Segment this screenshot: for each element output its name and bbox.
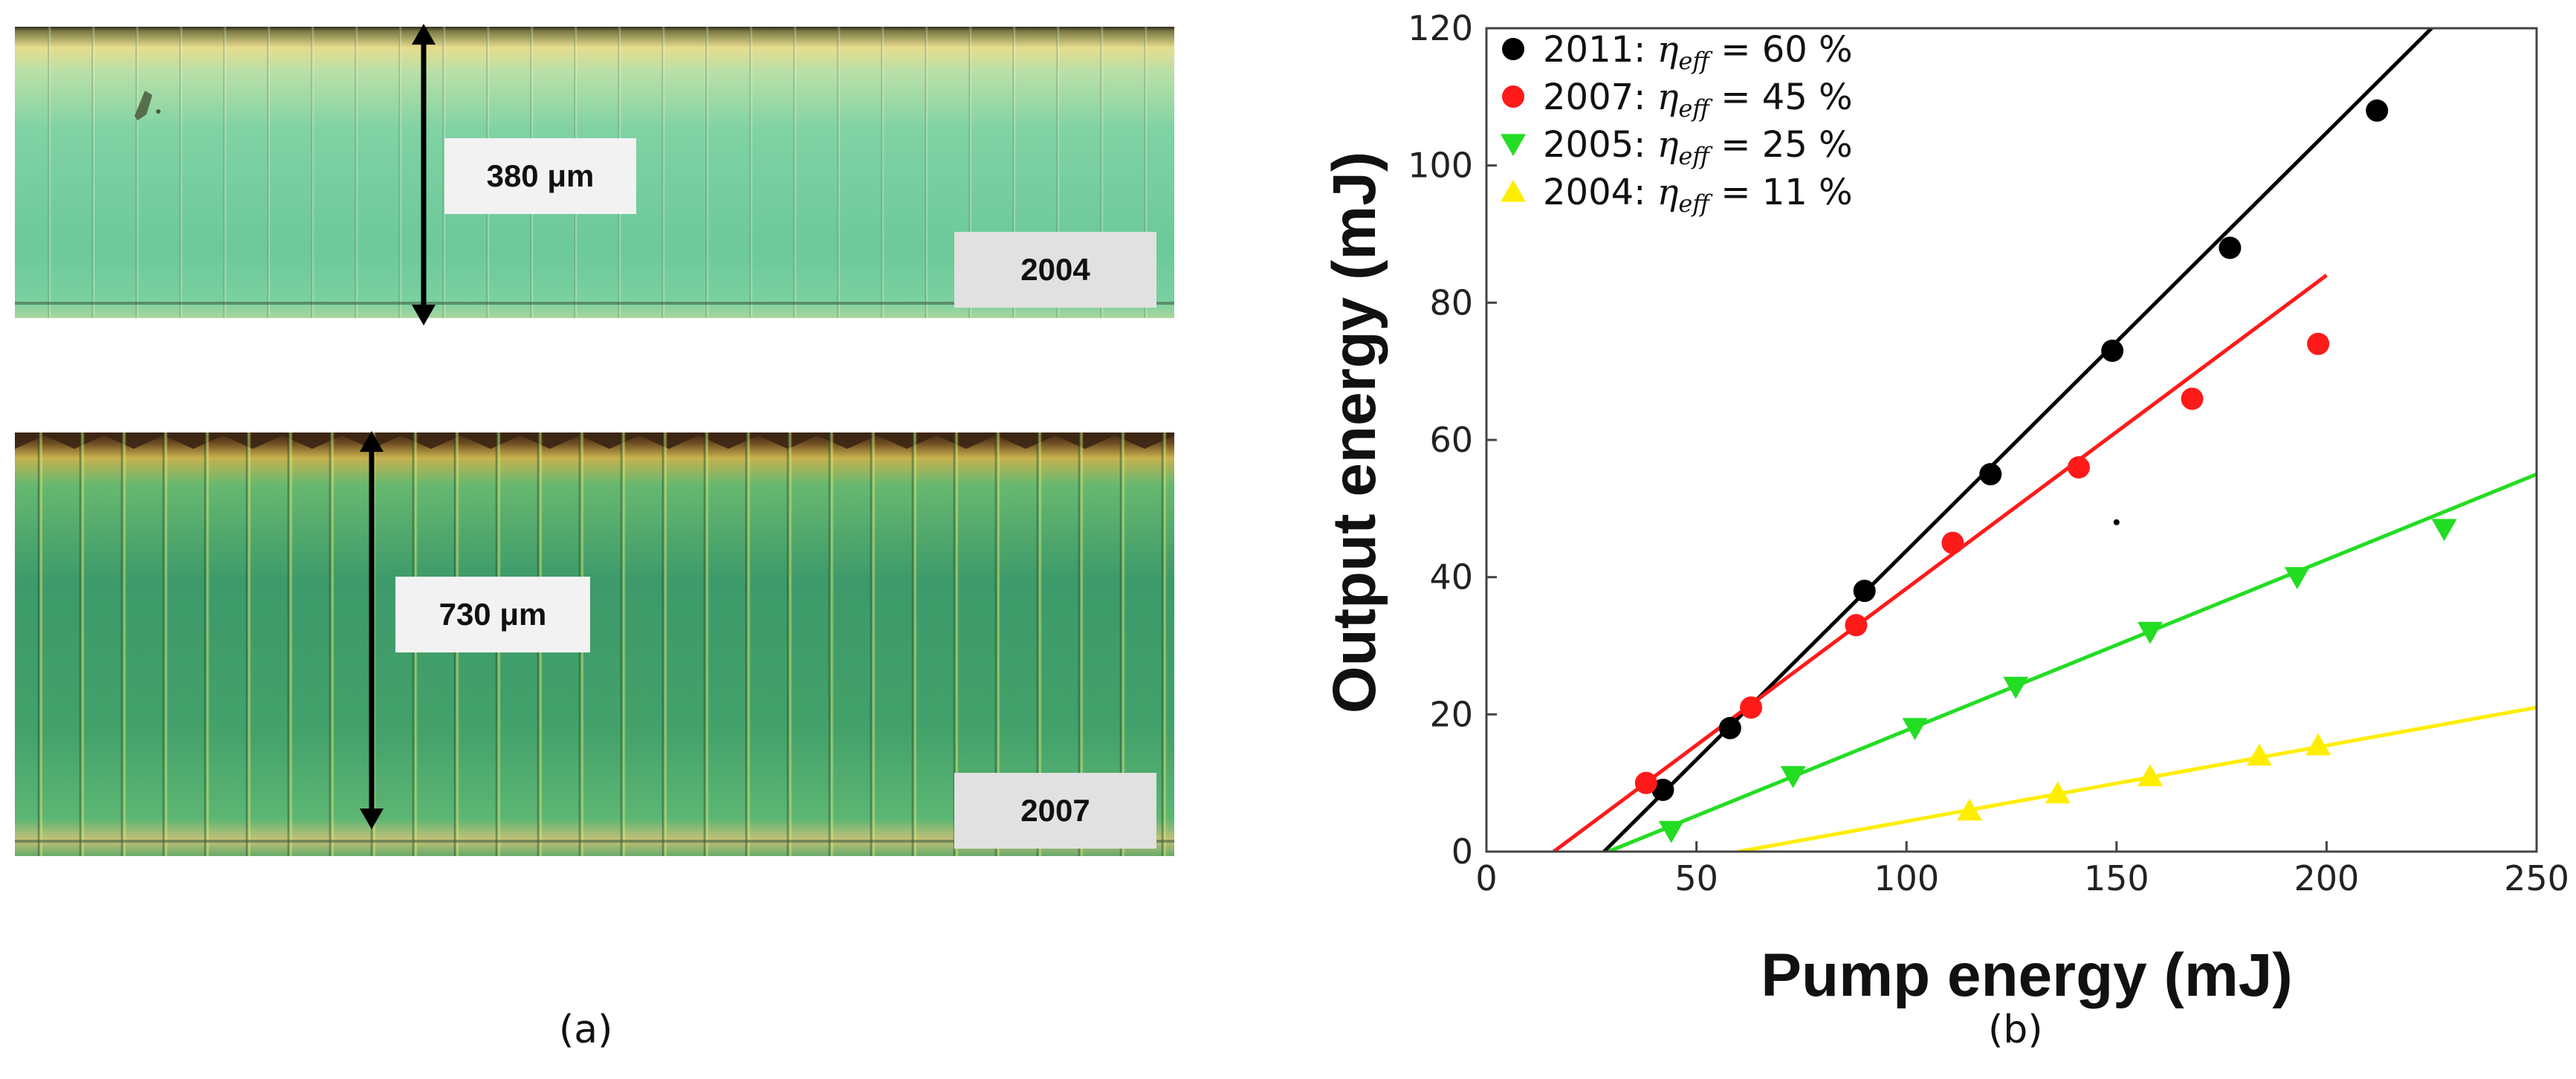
data-point-2011 — [2101, 339, 2124, 362]
y-tick-label: 0 — [1452, 832, 1473, 872]
legend-marker-2011 — [1502, 38, 1524, 60]
data-point-2004 — [1956, 798, 1982, 821]
data-point-2005 — [2138, 621, 2164, 644]
x-tick-label: 150 — [2084, 858, 2149, 898]
legend-entry-2007: 2007: ηeff = 45 % — [1543, 77, 1853, 123]
y-tick-label: 120 — [1408, 8, 1473, 48]
thickness-label-2004: 380 μm — [444, 138, 636, 214]
data-point-2007 — [2067, 456, 2090, 479]
data-point-2005 — [1902, 718, 1928, 740]
legend-value: = 25 % — [1709, 124, 1853, 166]
data-point-2007 — [1941, 531, 1964, 554]
x-tick-label: 0 — [1475, 858, 1497, 898]
data-point-2007 — [1740, 696, 1763, 719]
data-point-2011 — [1853, 580, 1876, 603]
thickness-arrow-2007 — [360, 431, 384, 829]
data-point-2011 — [2219, 236, 2242, 259]
legend-marker-2004 — [1501, 179, 1526, 202]
fit-line-2005 — [1607, 472, 2537, 852]
substrate-edge — [15, 302, 1174, 305]
data-point-2004 — [2045, 781, 2071, 804]
legend-value: = 45 % — [1709, 77, 1853, 118]
legend-eta-subscript: eff — [1678, 94, 1713, 123]
thickness-label-2007: 730 μm — [395, 577, 590, 652]
legend-entry-2011: 2011: ηeff = 60 % — [1543, 29, 1853, 75]
data-point-2004 — [2246, 743, 2272, 766]
y-tick-label: 100 — [1408, 146, 1473, 186]
y-tick-label: 20 — [1429, 694, 1473, 734]
legend-eta: η — [1657, 172, 1679, 213]
legend-entry-2005: 2005: ηeff = 25 % — [1543, 124, 1853, 170]
x-tick-label: 200 — [2294, 858, 2359, 898]
y-tick-label: 80 — [1429, 282, 1473, 323]
legend-eta: η — [1657, 77, 1679, 118]
legend-eta: η — [1657, 29, 1679, 71]
legend-eta-subscript: eff — [1678, 47, 1713, 75]
substrate-edge — [15, 840, 1174, 843]
fit-line-2011 — [1602, 28, 2433, 852]
legend-prefix: 2007: — [1543, 77, 1657, 118]
x-tick-label: 250 — [2504, 858, 2569, 898]
x-tick-label: 50 — [1674, 858, 1718, 898]
legend-eta-subscript: eff — [1678, 142, 1713, 170]
y-tick-label: 60 — [1429, 420, 1473, 460]
legend-marker-2007 — [1502, 85, 1524, 108]
y-tick-label: 40 — [1429, 557, 1473, 597]
legend-marker-2005 — [1501, 134, 1526, 157]
legend-eta-subscript: eff — [1678, 189, 1713, 218]
year-label-2004: 2004 — [954, 232, 1156, 308]
thickness-arrow-2004 — [412, 24, 436, 325]
legend-prefix: 2005: — [1543, 124, 1657, 166]
data-point-2011 — [2366, 99, 2389, 122]
legend-value: = 11 % — [1709, 172, 1853, 213]
data-point-2011 — [1718, 716, 1741, 739]
x-axis-title: Pump energy (mJ) — [1761, 942, 2292, 1009]
data-point-2005 — [2284, 567, 2310, 589]
x-tick-label: 100 — [1874, 858, 1939, 898]
data-point-2005 — [1658, 820, 1684, 843]
legend-prefix: 2011: — [1543, 29, 1657, 71]
year-label-2007: 2007 — [954, 773, 1156, 849]
data-point-2004 — [2305, 733, 2331, 756]
data-point-2005 — [1780, 765, 1806, 788]
stray-dot — [2113, 519, 2120, 525]
legend-entry-2004: 2004: ηeff = 11 % — [1543, 172, 1853, 218]
data-point-2007 — [2307, 332, 2330, 355]
data-point-2007 — [1845, 614, 1868, 637]
data-point-2011 — [1651, 778, 1674, 801]
data-point-2005 — [2431, 519, 2457, 542]
caption-b: (b) — [1988, 1008, 2043, 1052]
data-point-2011 — [1979, 463, 2002, 486]
legend-prefix: 2004: — [1543, 172, 1657, 213]
caption-a: (a) — [559, 1008, 613, 1052]
data-point-2005 — [2003, 676, 2029, 699]
y-axis-title: Output energy (mJ) — [1321, 152, 1388, 713]
fit-line-2007 — [1552, 273, 2328, 852]
debris-speck — [135, 91, 161, 120]
legend-value: = 60 % — [1709, 29, 1853, 71]
data-point-2004 — [2138, 764, 2164, 787]
legend-eta: η — [1657, 124, 1679, 166]
fit-line-2004 — [1738, 705, 2537, 852]
data-point-2007 — [2181, 387, 2204, 410]
data-point-2007 — [1634, 771, 1657, 794]
